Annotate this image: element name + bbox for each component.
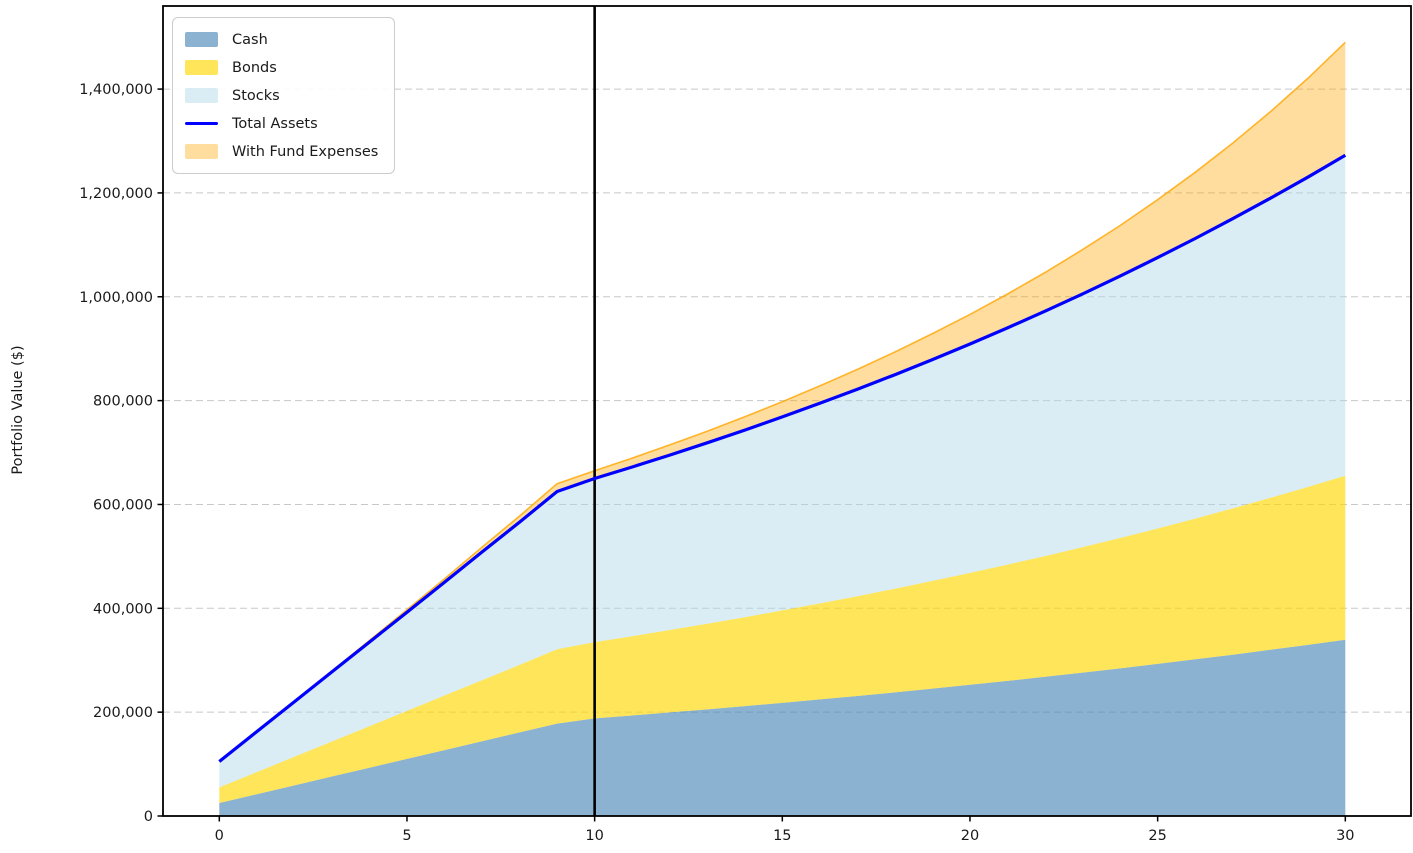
legend-item-cash: Cash bbox=[185, 27, 378, 52]
legend-item-stocks: Stocks bbox=[185, 83, 378, 108]
y-tick-label: 0 bbox=[144, 809, 153, 825]
stocks-swatch bbox=[185, 88, 218, 103]
y-tick-label: 800,000 bbox=[93, 394, 153, 410]
y-tick-label: 1,400,000 bbox=[79, 82, 153, 98]
y-tick-label: 600,000 bbox=[93, 497, 153, 513]
legend-item-label: Cash bbox=[232, 31, 268, 48]
y-tick-label: 400,000 bbox=[93, 601, 153, 617]
total-assets-line-swatch bbox=[185, 121, 218, 126]
legend-item-label: Bonds bbox=[232, 59, 277, 76]
x-tick-label: 15 bbox=[773, 828, 791, 844]
total-assets-line bbox=[218, 153, 1347, 763]
y-axis-label: Portfolio Value ($) bbox=[10, 345, 26, 475]
legend-item-label: With Fund Expenses bbox=[232, 143, 379, 160]
bonds-area bbox=[219, 475, 1346, 803]
legend: Cash Bonds Stocks Total Assets With Fund… bbox=[172, 17, 396, 174]
cash-area bbox=[219, 639, 1346, 816]
y-tick-label: 1,000,000 bbox=[79, 290, 153, 306]
legend-item-total-assets: Total Assets bbox=[185, 111, 378, 136]
stocks-area bbox=[219, 155, 1346, 788]
x-tick-label: 10 bbox=[585, 828, 603, 844]
x-tick-label: 20 bbox=[961, 828, 979, 844]
axes-box bbox=[162, 5, 1412, 817]
with-fund-expenses-swatch bbox=[185, 144, 218, 159]
x-tick-label: 0 bbox=[215, 828, 224, 844]
with-fund-expenses-edge bbox=[218, 41, 1346, 763]
cash-swatch bbox=[185, 32, 218, 47]
legend-item-with-fund-expenses: With Fund Expenses bbox=[185, 139, 378, 164]
x-tick-label: 25 bbox=[1148, 828, 1166, 844]
legend-item-label: Total Assets bbox=[232, 115, 318, 132]
legend-item-label: Stocks bbox=[232, 87, 280, 104]
bonds-swatch bbox=[185, 60, 218, 75]
y-tick-label: 1,200,000 bbox=[79, 186, 153, 202]
x-tick-label: 30 bbox=[1336, 828, 1354, 844]
y-tick-label: 200,000 bbox=[93, 705, 153, 721]
legend-item-bonds: Bonds bbox=[185, 55, 378, 80]
x-tick-label: 5 bbox=[402, 828, 411, 844]
